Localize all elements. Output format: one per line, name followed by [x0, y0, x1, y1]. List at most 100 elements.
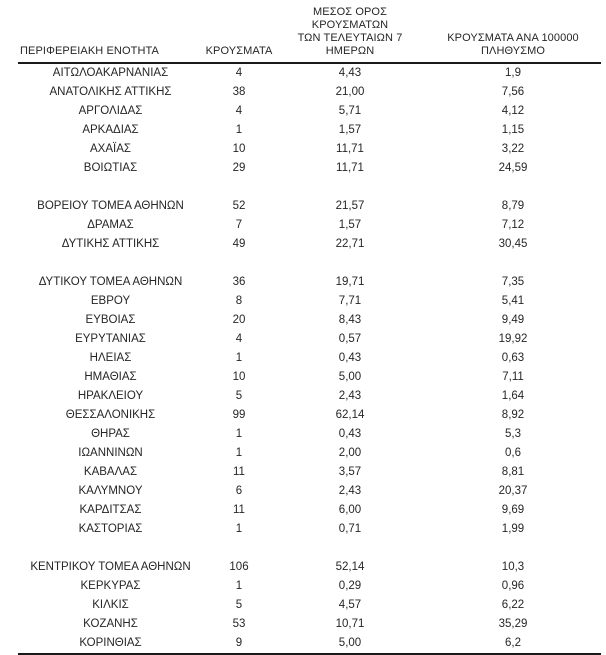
region-cell: ΚΑΒΑΛΑΣ [83, 466, 138, 478]
cases-cell: 6 [235, 485, 243, 497]
region-cell: ΑΧΑΪΑΣ [90, 143, 131, 155]
avg7d-cell: 21,57 [335, 200, 365, 212]
per100k-cell: 6,22 [501, 599, 525, 611]
avg7d-cell: 52,14 [335, 561, 365, 573]
header-row: ΠΕΡΙΦΕΡΕΙΑΚΗ ΕΝΟΤΗΤΑ ΚΡΟΥΣΜΑΤΑ ΜΕΣΟΣ ΟΡΟ… [18, 6, 601, 64]
region-cell: ΑΡΚΑΔΙΑΣ [82, 124, 139, 136]
avg7d-cell: 5,00 [338, 371, 362, 383]
per100k-cell: 5,3 [505, 428, 521, 440]
per100k-cell: 4,12 [501, 105, 525, 117]
table-row: ΗΡΑΚΛΕΙΟΥ 5 2,43 1,64 [18, 387, 601, 406]
header-per100k-line2: ΠΛΗΘΥΣΜΟ [480, 45, 546, 57]
per100k-cell: 7,56 [501, 86, 525, 98]
region-cell: ΚΑΡΔΙΤΣΑΣ [79, 504, 142, 516]
region-cell: ΚΟΡΙΝΘΙΑΣ [79, 637, 142, 649]
cases-cell: 1 [235, 352, 243, 364]
avg7d-cell: 5,71 [338, 105, 362, 117]
spacer-row [18, 178, 601, 197]
per100k-cell: 3,22 [501, 143, 525, 155]
cases-cell: 38 [232, 86, 246, 98]
avg7d-cell: 21,00 [335, 86, 365, 98]
table-row: ΗΛΕΙΑΣ 1 0,43 0,63 [18, 349, 601, 368]
table-row: ΕΥΡΥΤΑΝΙΑΣ 4 0,57 19,92 [18, 330, 601, 349]
cases-cell: 8 [235, 295, 243, 307]
table-row: ΑΡΚΑΔΙΑΣ 1 1,57 1,15 [18, 121, 601, 140]
avg7d-cell: 0,43 [338, 428, 362, 440]
per100k-cell: 9,49 [501, 314, 525, 326]
table-row: ΔΡΑΜΑΣ 7 1,57 7,12 [18, 216, 601, 235]
spacer-row [18, 539, 601, 558]
per100k-cell: 0,6 [505, 447, 521, 459]
header-region: ΠΕΡΙΦΕΡΕΙΑΚΗ ΕΝΟΤΗΤΑ [18, 6, 203, 64]
avg7d-cell: 5,00 [338, 637, 362, 649]
region-cell: ΚΟΖΑΝΗΣ [83, 618, 138, 630]
spacer-cell [18, 539, 601, 558]
table-row: ΘΕΣΣΑΛΟΝΙΚΗΣ 99 62,14 8,92 [18, 406, 601, 425]
region-cell: ΚΑΣΤΟΡΙΑΣ [78, 523, 143, 535]
region-cell: ΒΟΙΩΤΙΑΣ [83, 162, 138, 174]
header-avg7d-line3: ΗΜΕΡΩΝ [325, 45, 375, 57]
avg7d-cell: 4,43 [338, 67, 362, 79]
per100k-cell: 8,81 [501, 466, 525, 478]
cases-cell: 36 [232, 276, 246, 288]
cases-cell: 53 [232, 618, 246, 630]
cases-cell: 5 [235, 599, 243, 611]
avg7d-cell: 4,57 [338, 599, 362, 611]
table-row: ΗΜΑΘΙΑΣ 10 5,00 7,11 [18, 368, 601, 387]
region-cell: ΑΝΑΤΟΛΙΚΗΣ ΑΤΤΙΚΗΣ [49, 86, 172, 98]
per100k-cell: 10,3 [501, 561, 525, 573]
region-cell: ΚΑΛΥΜΝΟΥ [78, 485, 143, 497]
cases-cell: 5 [235, 390, 243, 402]
table-row: ΘΗΡΑΣ 1 0,43 5,3 [18, 425, 601, 444]
cases-cell: 7 [235, 219, 243, 231]
cases-cell: 9 [235, 637, 243, 649]
avg7d-cell: 62,14 [335, 409, 365, 421]
spacer-cell [18, 178, 601, 197]
table-row: ΚΙΛΚΙΣ 5 4,57 6,22 [18, 596, 601, 615]
region-cell: ΑΙΤΩΛΟΑΚΑΡΝΑΝΙΑΣ [52, 67, 169, 79]
cases-cell: 1 [235, 124, 243, 136]
avg7d-cell: 0,43 [338, 352, 362, 364]
table-row: ΚΑΡΔΙΤΣΑΣ 11 6,00 9,69 [18, 501, 601, 520]
region-cell: ΗΡΑΚΛΕΙΟΥ [77, 390, 144, 402]
spacer-row [18, 254, 601, 273]
header-cases-label: ΚΡΟΥΣΜΑΤΑ [205, 45, 273, 57]
regional-cases-table: ΠΕΡΙΦΕΡΕΙΑΚΗ ΕΝΟΤΗΤΑ ΚΡΟΥΣΜΑΤΑ ΜΕΣΟΣ ΟΡΟ… [18, 6, 601, 655]
region-cell: ΕΥΒΟΙΑΣ [85, 314, 136, 326]
per100k-cell: 7,12 [501, 219, 525, 231]
header-avg7d: ΜΕΣΟΣ ΟΡΟΣ ΚΡΟΥΣΜΑΤΩΝ ΤΩΝ ΤΕΛΕΥΤΑΙΩΝ 7 Η… [275, 6, 425, 64]
table-row: ΒΟΡΕΙΟΥ ΤΟΜΕΑ ΑΘΗΝΩΝ 52 21,57 8,79 [18, 197, 601, 216]
table-row: ΚΑΛΥΜΝΟΥ 6 2,43 20,37 [18, 482, 601, 501]
table-row: ΚΕΝΤΡΙΚΟΥ ΤΟΜΕΑ ΑΘΗΝΩΝ 106 52,14 10,3 [18, 558, 601, 577]
region-cell: ΑΡΓΟΛΙΔΑΣ [78, 105, 143, 117]
per100k-cell: 7,35 [501, 276, 525, 288]
avg7d-cell: 0,57 [338, 333, 362, 345]
per100k-cell: 1,15 [501, 124, 525, 136]
cases-cell: 10 [232, 371, 246, 383]
region-cell: ΙΩΑΝΝΙΝΩΝ [78, 447, 143, 459]
cases-cell: 11 [233, 466, 245, 478]
region-cell: ΕΒΡΟΥ [90, 295, 131, 307]
table-row: ΑΡΓΟΛΙΔΑΣ 4 5,71 4,12 [18, 102, 601, 121]
per100k-cell: 6,2 [505, 637, 521, 649]
avg7d-cell: 22,71 [335, 238, 365, 250]
avg7d-cell: 10,71 [335, 618, 365, 630]
table-row: ΑΝΑΤΟΛΙΚΗΣ ΑΤΤΙΚΗΣ 38 21,00 7,56 [18, 83, 601, 102]
avg7d-cell: 1,57 [338, 124, 362, 136]
avg7d-cell: 2,00 [338, 447, 362, 459]
cases-cell: 4 [235, 105, 243, 117]
per100k-cell: 8,92 [501, 409, 525, 421]
avg7d-cell: 2,43 [338, 485, 362, 497]
cases-cell: 4 [235, 333, 243, 345]
avg7d-cell: 0,29 [338, 580, 362, 592]
avg7d-cell: 19,71 [335, 276, 365, 288]
per100k-cell: 20,37 [498, 485, 528, 497]
cases-cell: 52 [232, 200, 246, 212]
cases-cell: 1 [235, 580, 243, 592]
table-row: ΒΟΙΩΤΙΑΣ 29 11,71 24,59 [18, 159, 601, 178]
avg7d-cell: 3,57 [338, 466, 362, 478]
region-cell: ΗΜΑΘΙΑΣ [84, 371, 137, 383]
table-row: ΕΥΒΟΙΑΣ 20 8,43 9,49 [18, 311, 601, 330]
per100k-cell: 0,63 [501, 352, 525, 364]
table-row: ΚΕΡΚΥΡΑΣ 1 0,29 0,96 [18, 577, 601, 596]
